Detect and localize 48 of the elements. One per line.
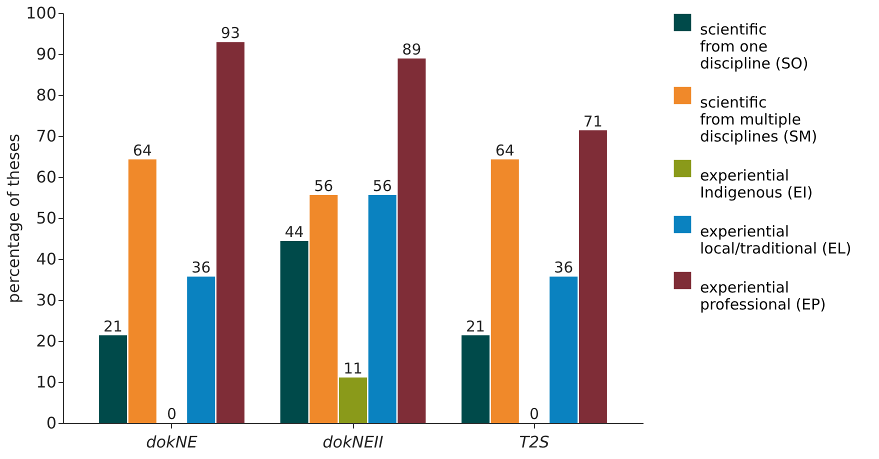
bar: [187, 276, 216, 423]
data-label: 56: [314, 177, 334, 196]
bar: [550, 276, 578, 423]
legend-label: experiential local/traditional (EL): [700, 222, 852, 258]
bar: [339, 377, 367, 423]
bar: [462, 335, 490, 423]
data-label: 56: [372, 177, 392, 196]
y-tick-label: 90: [36, 44, 56, 64]
bar: [216, 42, 244, 423]
data-label: 0: [166, 405, 177, 423]
data-label: 21: [466, 317, 486, 336]
y-tick-label: 50: [36, 208, 56, 228]
data-label: 64: [132, 141, 152, 160]
data-label: 89: [402, 40, 422, 59]
legend-label: scientific from multiple disciplines (SM): [700, 94, 818, 146]
y-tick-label: 100: [26, 4, 56, 22]
data-label: 36: [554, 258, 574, 277]
legend-label: scientific from one discipline (SO): [700, 20, 808, 72]
bar: [578, 130, 607, 423]
data-label: 44: [284, 222, 304, 241]
bar: [490, 159, 519, 423]
y-tick-label: 80: [36, 86, 56, 104]
x-tick-label: T2S: [519, 432, 550, 452]
y-tick-label: 60: [36, 168, 56, 186]
legend-label: experiential professional (EP): [700, 278, 826, 314]
data-label: 71: [583, 112, 602, 130]
bar: [99, 335, 128, 423]
y-axis-title: percentage of theses: [4, 134, 23, 304]
data-label: 11: [343, 359, 363, 378]
y-tick-label: 10: [36, 372, 56, 392]
x-tick-label: dokNEII: [322, 432, 384, 452]
bar: [280, 240, 308, 423]
y-tick-label: 0: [46, 414, 56, 432]
bar: [368, 195, 396, 423]
bar: [398, 58, 426, 423]
x-tick-label: dokNE: [146, 432, 198, 452]
y-tick-label: 20: [36, 332, 56, 350]
legend-label: experiential Indigenous (EI): [700, 166, 813, 202]
y-tick-label: 40: [36, 250, 56, 268]
data-label: 93: [220, 24, 240, 42]
y-tick-label: 70: [36, 126, 56, 146]
bar: [128, 159, 156, 423]
y-tick-label: 30: [36, 290, 56, 310]
data-label: 0: [529, 405, 540, 423]
data-label: 36: [192, 258, 211, 277]
data-label: 64: [495, 141, 514, 160]
bar: [310, 195, 338, 423]
data-label: 21: [104, 317, 123, 336]
